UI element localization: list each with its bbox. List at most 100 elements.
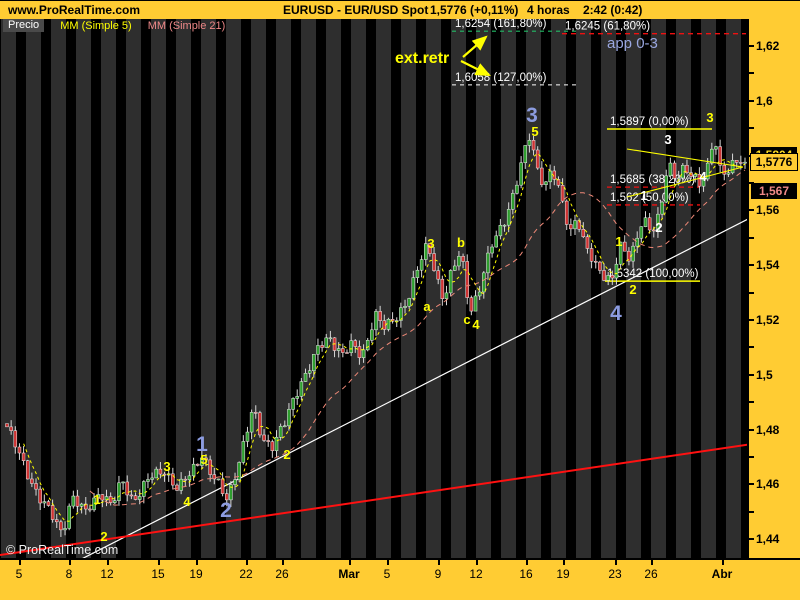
candle bbox=[722, 164, 727, 175]
last-price-change: 1,5776 (+0,11%) bbox=[430, 3, 519, 17]
candle bbox=[394, 320, 399, 322]
candle bbox=[303, 372, 308, 382]
time-tick bbox=[349, 560, 351, 565]
candle bbox=[701, 178, 706, 187]
price-tick bbox=[749, 72, 754, 75]
wave-label: 1 bbox=[93, 492, 100, 507]
candle bbox=[229, 484, 233, 501]
wave-label: 2 bbox=[283, 447, 290, 462]
candle bbox=[283, 425, 287, 428]
candle bbox=[399, 307, 403, 321]
support-trendline-white bbox=[82, 218, 747, 558]
wave-label: 3 bbox=[526, 104, 538, 127]
price-tick bbox=[749, 538, 754, 541]
candle bbox=[560, 185, 565, 202]
candle bbox=[34, 483, 38, 490]
candle bbox=[67, 505, 71, 529]
candle bbox=[191, 463, 196, 477]
triangle-line bbox=[626, 148, 744, 168]
time-label: 22 bbox=[239, 567, 253, 581]
candle bbox=[187, 475, 192, 481]
candle bbox=[71, 495, 76, 507]
wave-label: 3 bbox=[163, 459, 170, 474]
time-axis[interactable]: 5 8 12 15 19 22 26 Mar 5 9 12 16 19 23 26 Abr bbox=[0, 558, 800, 600]
candle bbox=[390, 319, 395, 322]
time-label: 19 bbox=[556, 567, 570, 581]
price-label: 1,62 bbox=[756, 39, 780, 53]
price-label: 1,5 bbox=[756, 367, 773, 382]
candle bbox=[672, 162, 677, 179]
wave-label: 5 bbox=[531, 124, 538, 139]
wave-label: 2 bbox=[100, 529, 107, 544]
candle bbox=[544, 181, 548, 185]
candle bbox=[569, 224, 573, 230]
candle bbox=[79, 503, 84, 507]
candle bbox=[133, 495, 138, 500]
candle bbox=[506, 209, 511, 226]
price-tick bbox=[749, 510, 754, 513]
annotation-ext-retr: ext.retr bbox=[395, 50, 449, 67]
site-link[interactable]: www.ProRealTime.com bbox=[8, 3, 141, 17]
candle bbox=[664, 175, 668, 203]
candle bbox=[92, 497, 96, 511]
wave-label: b bbox=[457, 235, 465, 250]
candle bbox=[486, 252, 490, 274]
candle bbox=[88, 508, 92, 511]
candle bbox=[482, 272, 486, 293]
candle bbox=[129, 494, 134, 497]
candle bbox=[540, 167, 544, 185]
price-tick bbox=[749, 428, 754, 431]
candle bbox=[444, 292, 449, 299]
candle bbox=[320, 345, 324, 348]
candle bbox=[415, 269, 420, 278]
candle bbox=[589, 248, 594, 262]
annotation-app-0-3: app 0-3 bbox=[607, 35, 658, 52]
candle bbox=[278, 426, 283, 438]
price-chart[interactable]: 1,6254 (161,80%) 1,6245 (61,80%) 1,6058 (1… bbox=[0, 18, 747, 558]
time-tick bbox=[387, 560, 389, 565]
price-tick bbox=[749, 127, 754, 130]
fib-label: 1,562 (50,00%) bbox=[610, 192, 689, 204]
candle bbox=[606, 275, 610, 281]
legend-ma21[interactable]: MM (Simple 21) bbox=[147, 19, 226, 32]
price-axis[interactable]: 1,621,61,561,541,521,51,481,461,441,5804… bbox=[747, 0, 800, 558]
last-price-badge: 1,5776 bbox=[750, 153, 798, 172]
candle bbox=[614, 263, 619, 279]
candle bbox=[573, 220, 577, 230]
price-tick bbox=[749, 45, 754, 47]
candle bbox=[357, 346, 362, 358]
candle bbox=[623, 241, 627, 252]
candle bbox=[295, 396, 299, 399]
candle bbox=[469, 297, 474, 312]
candle bbox=[714, 146, 718, 150]
candle bbox=[610, 275, 615, 279]
candle bbox=[13, 430, 18, 448]
candle bbox=[117, 482, 121, 501]
time-tick bbox=[107, 560, 109, 565]
copyright-watermark: © ProRealTime.com bbox=[6, 543, 119, 557]
candle bbox=[639, 226, 644, 239]
legend-price[interactable]: Precio bbox=[3, 19, 45, 32]
legend-ma5[interactable]: MM (Simple 5) bbox=[60, 19, 132, 32]
candle bbox=[324, 337, 328, 348]
price-tick bbox=[749, 373, 754, 376]
session-stripes bbox=[1, 18, 741, 558]
time-label: 5 bbox=[15, 567, 23, 581]
time-label: 26 bbox=[275, 567, 289, 581]
ext-retr-arrow bbox=[460, 60, 491, 76]
candle bbox=[618, 241, 623, 265]
candle bbox=[254, 412, 258, 414]
candle bbox=[564, 200, 569, 225]
price-tick bbox=[749, 99, 754, 102]
candle bbox=[598, 261, 602, 271]
candle bbox=[291, 398, 295, 410]
candle bbox=[287, 409, 291, 427]
candle bbox=[216, 478, 221, 481]
candle bbox=[685, 164, 689, 173]
candle bbox=[328, 337, 333, 340]
candle bbox=[142, 481, 146, 497]
wave-label: 4 bbox=[472, 317, 480, 332]
time-tick bbox=[246, 560, 248, 565]
time-label: Abr bbox=[711, 567, 733, 581]
candle bbox=[316, 345, 320, 355]
